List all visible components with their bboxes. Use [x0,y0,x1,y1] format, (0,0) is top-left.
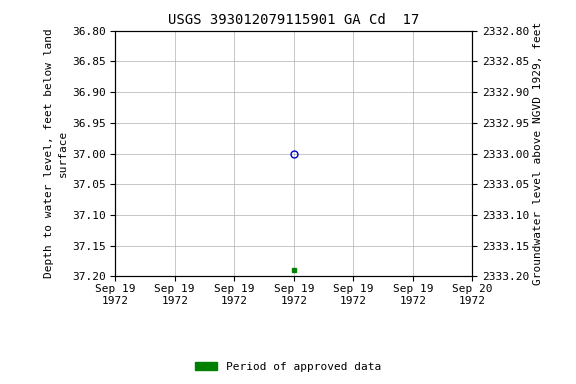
Legend: Period of approved data: Period of approved data [191,358,385,377]
Y-axis label: Depth to water level, feet below land
surface: Depth to water level, feet below land su… [44,29,67,278]
Title: USGS 393012079115901 GA Cd  17: USGS 393012079115901 GA Cd 17 [168,13,419,27]
Y-axis label: Groundwater level above NGVD 1929, feet: Groundwater level above NGVD 1929, feet [533,22,544,285]
